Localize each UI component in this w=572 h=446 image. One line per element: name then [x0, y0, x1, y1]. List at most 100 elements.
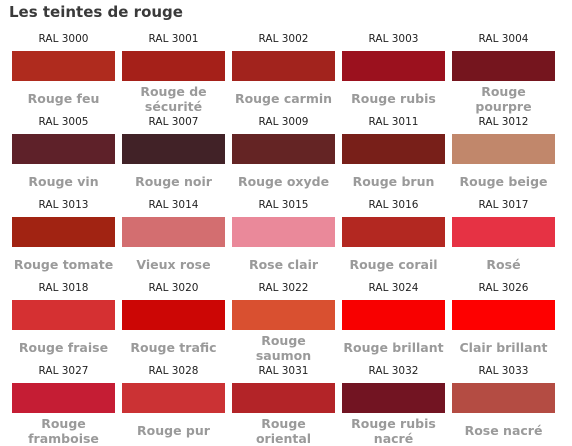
ral-code: RAL 3007 [148, 116, 199, 128]
color-swatch [122, 217, 225, 247]
page-title: Les teintes de rouge [9, 3, 183, 21]
ral-code: RAL 3024 [368, 282, 419, 294]
color-card: RAL 3013 Rouge tomate [12, 197, 115, 280]
color-name: Rouge fraise [18, 340, 109, 355]
color-name: Rouge pur [137, 423, 210, 438]
color-card: RAL 3004 Rouge pourpre [452, 31, 555, 114]
color-name: Rouge brillant [343, 340, 444, 355]
color-name: Rouge oriental [255, 415, 312, 446]
color-card: RAL 3003 Rouge rubis [342, 31, 445, 114]
color-swatch [12, 300, 115, 330]
color-swatch [342, 383, 445, 413]
color-name: Rouge de sécurité [140, 83, 207, 114]
ral-code: RAL 3032 [368, 365, 419, 377]
color-swatch [342, 217, 445, 247]
color-name: Rouge oxyde [237, 174, 330, 189]
color-swatch [12, 134, 115, 164]
color-name: Rose nacré [464, 423, 543, 438]
color-card: RAL 3002 Rouge carmin [232, 31, 335, 114]
color-swatch [12, 51, 115, 81]
color-swatch [452, 51, 555, 81]
color-swatch [12, 217, 115, 247]
ral-code: RAL 3011 [368, 116, 419, 128]
color-card: RAL 3020 Rouge trafic [122, 280, 225, 363]
color-swatch [452, 383, 555, 413]
color-swatch [122, 300, 225, 330]
color-card: RAL 3031 Rouge oriental [232, 363, 335, 446]
color-name: Rouge carmin [234, 91, 333, 106]
color-card: RAL 3032 Rouge rubis nacré [342, 363, 445, 446]
ral-code: RAL 3033 [478, 365, 529, 377]
color-grid: RAL 3000 Rouge feu RAL 3001 Rouge de sécuri… [12, 31, 555, 446]
color-name: Rouge tomate [13, 257, 114, 272]
color-swatch [122, 134, 225, 164]
color-swatch [452, 134, 555, 164]
color-card: RAL 3026 Clair brillant [452, 280, 555, 363]
color-swatch [452, 300, 555, 330]
color-swatch [122, 51, 225, 81]
ral-code: RAL 3002 [258, 33, 309, 45]
color-card: RAL 3028 Rouge pur [122, 363, 225, 446]
ral-code: RAL 3012 [478, 116, 529, 128]
ral-code: RAL 3022 [258, 282, 309, 294]
color-swatch [342, 51, 445, 81]
color-card: RAL 3000 Rouge feu [12, 31, 115, 114]
color-name: Rouge feu [27, 91, 100, 106]
color-name: Rouge framboise [28, 415, 99, 446]
ral-code: RAL 3017 [478, 199, 529, 211]
ral-code: RAL 3014 [148, 199, 199, 211]
color-name: Vieux rose [136, 257, 211, 272]
color-card: RAL 3012 Rouge beige [452, 114, 555, 197]
ral-code: RAL 3003 [368, 33, 419, 45]
color-card: RAL 3014 Vieux rose [122, 197, 225, 280]
color-name: Rouge beige [459, 174, 548, 189]
color-swatch [232, 51, 335, 81]
color-card: RAL 3024 Rouge brillant [342, 280, 445, 363]
color-swatch [232, 383, 335, 413]
color-card: RAL 3007 Rouge noir [122, 114, 225, 197]
ral-code: RAL 3000 [38, 33, 89, 45]
color-swatch [232, 300, 335, 330]
ral-code: RAL 3009 [258, 116, 309, 128]
color-swatch [232, 134, 335, 164]
color-name: Rouge corail [349, 257, 438, 272]
color-name: Rouge vin [28, 174, 99, 189]
ral-code: RAL 3026 [478, 282, 529, 294]
ral-code: RAL 3027 [38, 365, 89, 377]
color-card: RAL 3009 Rouge oxyde [232, 114, 335, 197]
ral-code: RAL 3004 [478, 33, 529, 45]
color-card: RAL 3022 Rouge saumon [232, 280, 335, 363]
color-card: RAL 3017 Rosé [452, 197, 555, 280]
color-swatch [452, 217, 555, 247]
color-swatch [12, 383, 115, 413]
ral-code: RAL 3015 [258, 199, 309, 211]
color-card: RAL 3027 Rouge framboise [12, 363, 115, 446]
ral-code: RAL 3005 [38, 116, 89, 128]
color-name: Clair brillant [459, 340, 548, 355]
color-swatch [342, 300, 445, 330]
color-swatch [342, 134, 445, 164]
color-name: Rouge trafic [130, 340, 217, 355]
color-card: RAL 3001 Rouge de sécurité [122, 31, 225, 114]
ral-code: RAL 3013 [38, 199, 89, 211]
color-name: Rouge brun [352, 174, 435, 189]
color-swatch [122, 383, 225, 413]
color-card: RAL 3016 Rouge corail [342, 197, 445, 280]
color-swatch [232, 217, 335, 247]
color-name: Rouge noir [135, 174, 212, 189]
ral-code: RAL 3031 [258, 365, 309, 377]
ral-code: RAL 3018 [38, 282, 89, 294]
color-card: RAL 3011 Rouge brun [342, 114, 445, 197]
ral-code: RAL 3001 [148, 33, 199, 45]
ral-code: RAL 3028 [148, 365, 199, 377]
color-card: RAL 3005 Rouge vin [12, 114, 115, 197]
color-card: RAL 3033 Rose nacré [452, 363, 555, 446]
color-name: Rouge pourpre [475, 83, 532, 114]
color-card: RAL 3018 Rouge fraise [12, 280, 115, 363]
color-name: Rouge rubis nacré [351, 415, 436, 446]
color-name: Rose clair [248, 257, 319, 272]
color-name: Rouge saumon [255, 332, 312, 363]
ral-code: RAL 3016 [368, 199, 419, 211]
ral-code: RAL 3020 [148, 282, 199, 294]
color-card: RAL 3015 Rose clair [232, 197, 335, 280]
